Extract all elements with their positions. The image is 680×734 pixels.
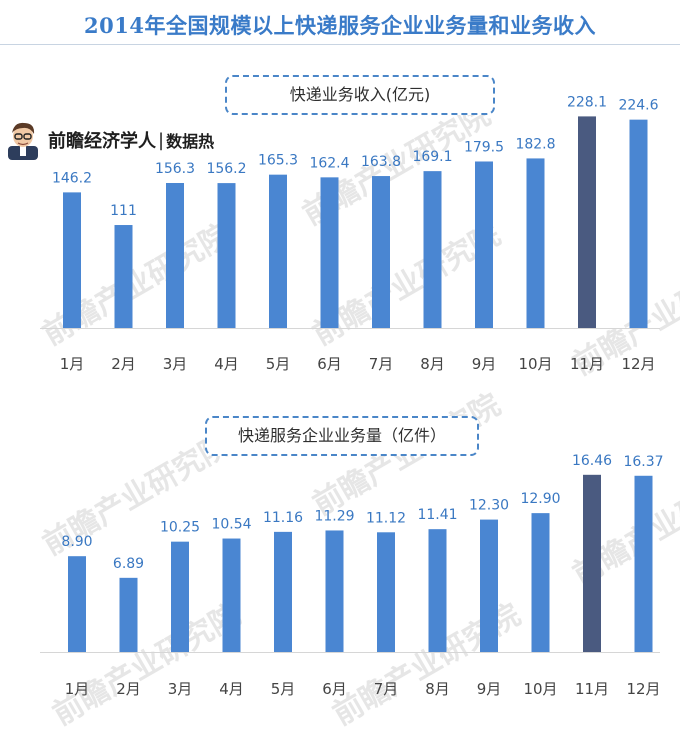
x-tick-label: 1月 [60, 355, 85, 373]
x-tick-label: 3月 [168, 680, 193, 698]
bar [119, 577, 138, 652]
data-label: 224.6 [618, 98, 658, 114]
x-tick-label: 12月 [626, 680, 660, 698]
x-tick-label: 7月 [374, 680, 399, 698]
volume-bar-chart: 8.90 1月 6.89 2月 10.25 3月 10.54 4月 11.16 5月 11.29 6月… [40, 453, 664, 698]
author-name: 前瞻经济学人 [48, 131, 156, 152]
data-label: 10.54 [211, 517, 251, 533]
x-tick-label: 2月 [116, 680, 141, 698]
data-label: 11.12 [366, 510, 406, 526]
title-divider [0, 44, 680, 45]
x-tick-label: 10月 [518, 355, 552, 373]
data-label: 6.89 [113, 556, 144, 572]
bar [68, 556, 86, 652]
x-tick-label: 1月 [65, 680, 90, 698]
author-separator: | [158, 129, 165, 151]
bar [171, 541, 189, 652]
bar [166, 183, 184, 328]
x-tick-label: 5月 [266, 355, 291, 373]
bar [583, 474, 601, 652]
x-tick-label: 4月 [214, 355, 239, 373]
data-label: 8.90 [61, 534, 92, 550]
x-tick-label: 2月 [111, 355, 136, 373]
bar [423, 171, 442, 328]
x-tick-label: 10月 [523, 680, 557, 698]
bar [480, 519, 498, 652]
data-label: 179.5 [464, 139, 504, 155]
data-label: 12.30 [469, 498, 509, 514]
bar [63, 192, 81, 328]
x-tick-label: 3月 [163, 355, 188, 373]
avatar-icon [8, 122, 38, 160]
data-label: 163.8 [361, 154, 401, 170]
data-label: 228.1 [567, 94, 607, 110]
x-tick-label: 9月 [472, 355, 497, 373]
x-tick-label: 9月 [477, 680, 502, 698]
bar [629, 119, 648, 328]
x-tick-label: 12月 [621, 355, 655, 373]
bar [114, 225, 133, 328]
data-label: 10.25 [160, 520, 200, 536]
data-label: 169.1 [412, 149, 452, 165]
x-tick-label: 4月 [219, 680, 244, 698]
data-label: 11.41 [417, 507, 457, 523]
data-label: 16.46 [572, 453, 612, 469]
data-label: 11.29 [314, 508, 354, 524]
data-label: 156.2 [206, 161, 246, 177]
bar [320, 177, 339, 328]
data-label: 156.3 [155, 161, 195, 177]
bar [222, 538, 241, 652]
author-tag: 数据热 [166, 132, 215, 151]
data-label: 165.3 [258, 153, 298, 169]
data-label: 182.8 [515, 136, 555, 152]
bar [634, 475, 653, 652]
bar [269, 174, 287, 328]
bar [531, 513, 550, 652]
x-tick-label: 5月 [271, 680, 296, 698]
page-title: 2014年全国规模以上快递服务企业业务量和业务收入 [84, 13, 596, 38]
data-label: 12.90 [520, 491, 560, 507]
x-tick-label: 11月 [570, 355, 604, 373]
data-label: 11.16 [263, 510, 303, 526]
bar [526, 158, 545, 328]
data-label: 146.2 [52, 170, 92, 186]
x-tick-label: 7月 [369, 355, 394, 373]
bar [372, 176, 390, 328]
bar [377, 532, 395, 652]
x-tick-label: 8月 [420, 355, 445, 373]
x-tick-label: 6月 [317, 355, 342, 373]
data-label: 111 [110, 203, 137, 219]
revenue-bar-chart: 146.2 1月 111 2月 156.3 3月 156.2 4月 165.3 5月 162.4 6月… [40, 94, 660, 373]
chart-title-volume: 快递服务企业业务量（亿件） [205, 416, 479, 456]
bar [578, 116, 596, 328]
data-label: 16.37 [623, 454, 663, 470]
x-tick-label: 8月 [425, 680, 450, 698]
bar [274, 531, 292, 652]
data-label: 162.4 [309, 155, 349, 171]
bar [217, 183, 236, 328]
chart-title-revenue: 快递业务收入(亿元) [225, 75, 495, 115]
bar [428, 529, 447, 652]
x-tick-label: 11月 [575, 680, 609, 698]
bar [475, 161, 493, 328]
author-badge: 前瞻经济学人 | 数据热 [6, 120, 214, 160]
x-tick-label: 6月 [322, 680, 347, 698]
bar [325, 530, 344, 652]
